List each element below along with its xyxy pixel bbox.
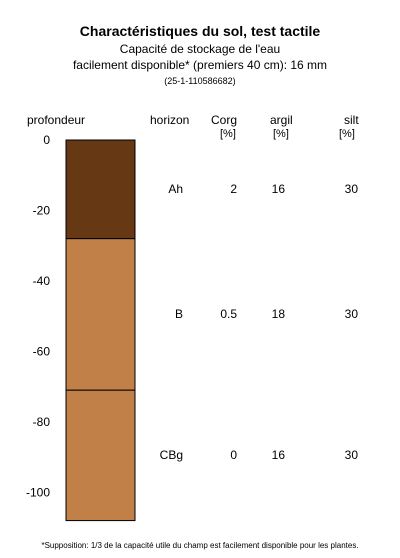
corg-value: 0.5 bbox=[220, 307, 237, 322]
footnote: *Supposition: 1/3 de la capacité utile d… bbox=[41, 541, 359, 550]
y-tick-label: -40 bbox=[33, 274, 51, 288]
corg-value: 0 bbox=[230, 448, 237, 463]
y-tick-label: -80 bbox=[33, 415, 51, 429]
y-tick-label: -60 bbox=[33, 344, 51, 358]
horizon-name: B bbox=[174, 307, 183, 322]
corg-unit-label: [%] bbox=[220, 128, 236, 140]
argil-unit-label: [%] bbox=[273, 128, 289, 140]
y-tick-label: 0 bbox=[43, 133, 50, 147]
horizon-column-header: horizon bbox=[150, 113, 190, 127]
horizon-name: CBg bbox=[159, 448, 183, 463]
silt-value: 30 bbox=[344, 182, 358, 197]
argil-value: 18 bbox=[271, 307, 285, 322]
horizon-layer-cbg bbox=[65, 389, 136, 522]
chart-title: Charactéristiques du sol, test tactile bbox=[79, 23, 321, 39]
depth-column-header: profondeur bbox=[27, 113, 86, 127]
chart-subtitle-line2: facilement disponible* (premiers 40 cm):… bbox=[72, 58, 328, 72]
sample-id: (25-1-110586682) bbox=[164, 76, 236, 86]
horizon-layer-b bbox=[65, 238, 136, 391]
argil-value: 16 bbox=[271, 448, 285, 463]
chart-subtitle-line1: Capacité de stockage de l'eau bbox=[119, 42, 281, 56]
corg-column-header: Corg bbox=[211, 113, 238, 127]
silt-value: 30 bbox=[344, 307, 358, 322]
silt-value: 30 bbox=[344, 448, 358, 463]
horizon-name: Ah bbox=[168, 182, 183, 197]
argil-value: 16 bbox=[271, 182, 285, 197]
corg-value: 2 bbox=[230, 182, 237, 197]
horizon-layer-ah bbox=[65, 139, 136, 240]
y-tick-label: -100 bbox=[26, 485, 50, 499]
silt-column-header: silt bbox=[344, 113, 359, 127]
argil-column-header: argil bbox=[270, 113, 293, 127]
y-tick-label: -20 bbox=[33, 203, 51, 217]
silt-unit-label: [%] bbox=[339, 128, 355, 140]
